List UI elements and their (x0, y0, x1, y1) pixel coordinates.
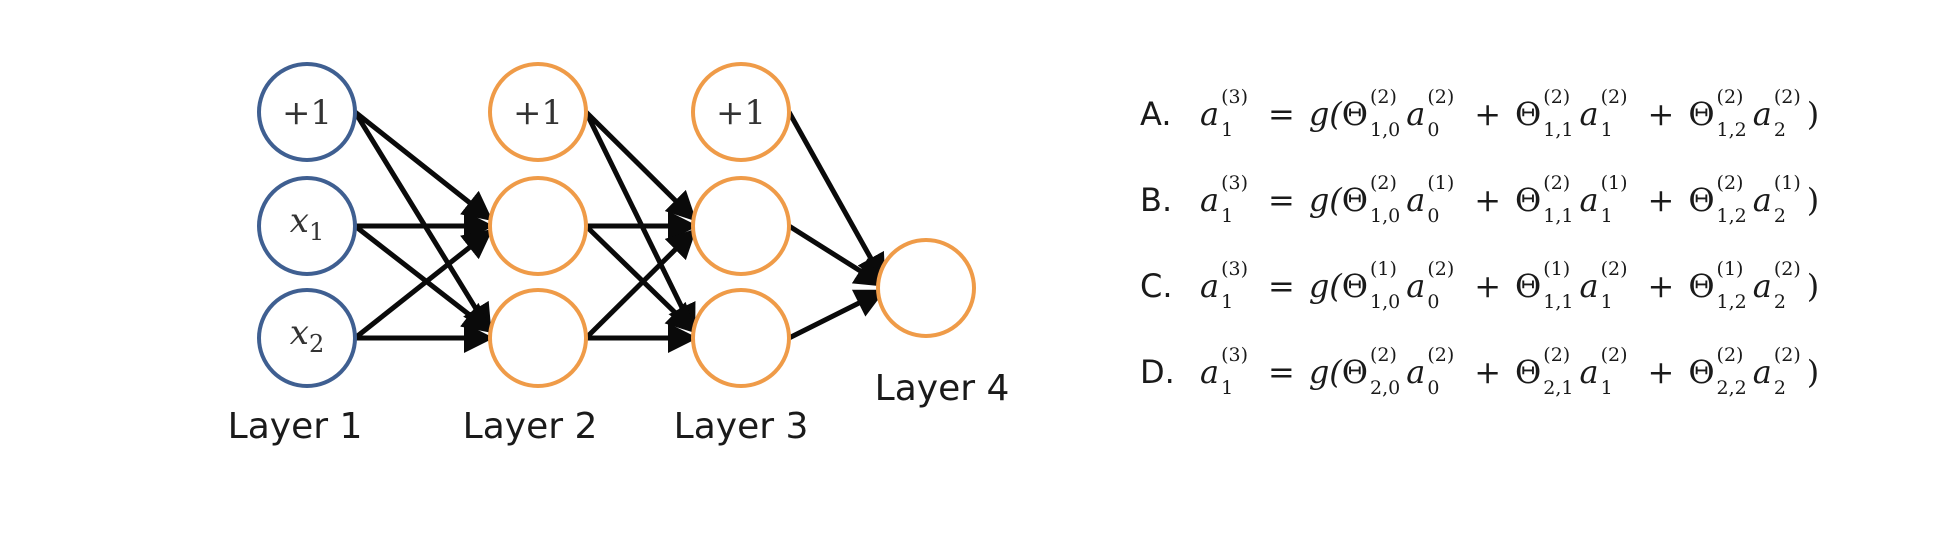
layer1-node-bias: +1 (257, 62, 357, 162)
layer1-node-x2: x2 (257, 288, 357, 388)
option-equation: a (3) 1 = g( Θ (2) 1,0 a (2) 0 + Θ (2) 1,1 a (2) 1 +… (1200, 86, 1820, 141)
svg-text:+1: +1 (282, 93, 332, 133)
option-equation: a (3) 1 = g( Θ (1) 1,0 a (2) 0 + Θ (1) 1,1 a (2) 1 +… (1200, 258, 1820, 313)
option-equation: a (3) 1 = g( Θ (2) 1,0 a (1) 0 + Θ (2) 1,1 a (1) 1 +… (1200, 172, 1820, 227)
edge-l3-n2-to-l4 (787, 289, 886, 341)
neural-network-diagram: +1 x1 x2 +1 +1 Layer 1 Layer 2 Layer 3 L… (228, 62, 1010, 447)
svg-text:x1: x1 (290, 201, 324, 246)
layer2-label: Layer 2 (463, 406, 598, 447)
option-c[interactable]: C. a (3) 1 = g( Θ (1) 1,0 a (2) 0 + Θ (1) 1,1 a (2)… (1140, 256, 1819, 316)
layer3-node-bias: +1 (691, 62, 791, 162)
layer3-node-1 (691, 176, 791, 276)
edge-l3-n1-to-l4 (787, 223, 886, 287)
option-letter: B. (1140, 181, 1173, 219)
layer2-node-2 (488, 288, 588, 388)
svg-text:+1: +1 (513, 93, 563, 133)
layer2-node-1 (488, 176, 588, 276)
option-b[interactable]: B. a (3) 1 = g( Θ (2) 1,0 a (1) 0 + Θ (2) 1,1 a (1)… (1140, 170, 1819, 230)
option-equation: a (3) 1 = g( Θ (2) 2,0 a (2) 0 + Θ (2) 2,1 a (2) 1 +… (1200, 344, 1820, 399)
edge-l2-n2-to-l3-n1 (584, 228, 697, 340)
option-d[interactable]: D. a (3) 1 = g( Θ (2) 2,0 a (2) 0 + Θ (2) 2,1 a (2)… (1140, 342, 1819, 402)
edge-l1-bias-to-l2-n2 (352, 110, 492, 335)
edge-l1-x2-to-l2-n1 (353, 228, 493, 340)
option-a[interactable]: A. a (3) 1 = g( Θ (2) 1,0 a (2) 0 + Θ (2) 1,1 a (2)… (1140, 84, 1819, 144)
svg-text:+1: +1 (716, 93, 766, 133)
edge-l2-bias-to-l3-n1 (584, 110, 697, 222)
layer1-label: Layer 1 (228, 406, 363, 447)
layer3-label: Layer 3 (674, 406, 809, 447)
layer2-node-bias: +1 (488, 62, 588, 162)
edge-l1-bias-to-l2-n1 (353, 110, 493, 222)
edge-l2-n1-to-l3-n2 (584, 224, 697, 334)
svg-text:x2: x2 (290, 313, 324, 358)
layer4-node-output (876, 238, 976, 338)
layer4-label: Layer 4 (875, 368, 1010, 409)
edge-l1-x1-to-l2-n2 (353, 224, 493, 334)
layer3-node-2 (691, 288, 791, 388)
option-letter: A. (1140, 95, 1172, 133)
option-letter: C. (1140, 267, 1173, 305)
option-letter: D. (1140, 353, 1175, 391)
edge-l3-bias-to-l4 (786, 110, 886, 285)
edge-l2-bias-to-l3-n2 (583, 110, 696, 335)
layer1-node-x1: x1 (257, 176, 357, 276)
